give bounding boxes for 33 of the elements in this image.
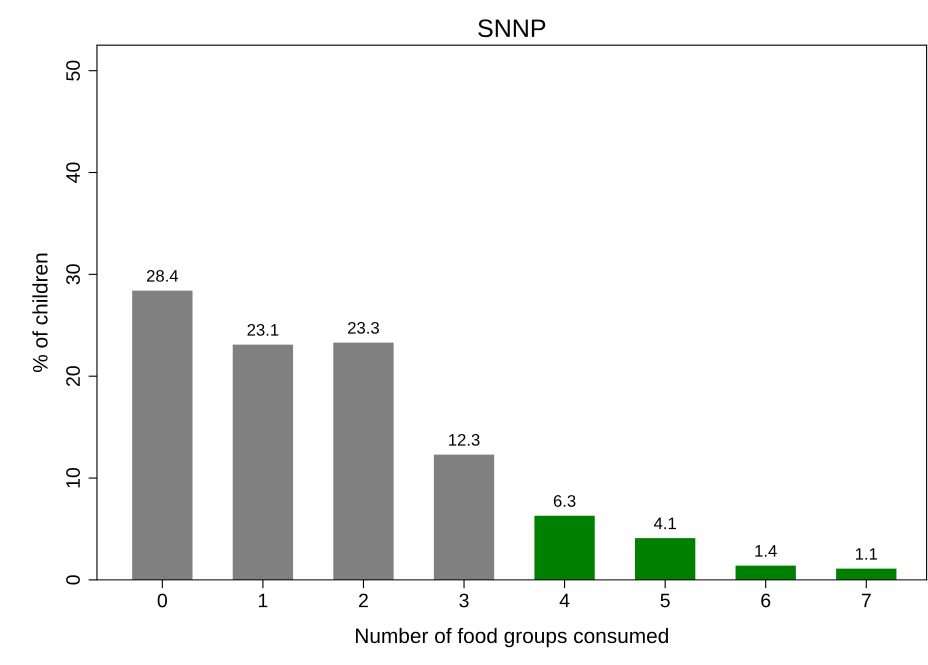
data-label: 1.1: [856, 548, 878, 560]
data-label: 12.3: [449, 434, 480, 446]
bar: [434, 454, 494, 580]
y-tick-label: 0: [66, 575, 80, 585]
data-label: 23.3: [348, 322, 379, 334]
bar: [836, 568, 896, 580]
x-tick-label: 4: [560, 594, 570, 608]
data-label: 28.4: [146, 270, 178, 282]
x-tick-label: 1: [258, 594, 268, 608]
chart-title: SNNP: [478, 19, 546, 38]
x-tick-label: 3: [459, 594, 469, 608]
x-tick-label: 7: [862, 594, 871, 608]
data-label: 4.1: [654, 518, 676, 530]
y-axis-title: % of children: [32, 254, 48, 372]
data-label: 1.4: [755, 545, 777, 557]
data-label: 23.1: [248, 324, 278, 336]
y-tick-label: 20: [66, 366, 80, 386]
y-tick-label: 50: [66, 60, 80, 81]
x-tick-label: 0: [158, 594, 167, 608]
bar: [534, 516, 595, 580]
bar: [232, 344, 294, 580]
x-tick-label: 5: [660, 594, 670, 608]
x-tick-label: 2: [359, 594, 368, 608]
x-axis-title: Number of food groups consumed: [356, 628, 668, 648]
y-tick-label: 40: [66, 162, 80, 183]
y-tick-label: 10: [66, 468, 80, 488]
bar: [132, 290, 193, 580]
data-label: 6.3: [554, 495, 576, 507]
bar: [634, 538, 696, 580]
y-tick-label: 30: [66, 264, 80, 284]
bar: [333, 342, 394, 580]
x-tick-label: 6: [761, 594, 770, 608]
bar: [736, 566, 796, 580]
